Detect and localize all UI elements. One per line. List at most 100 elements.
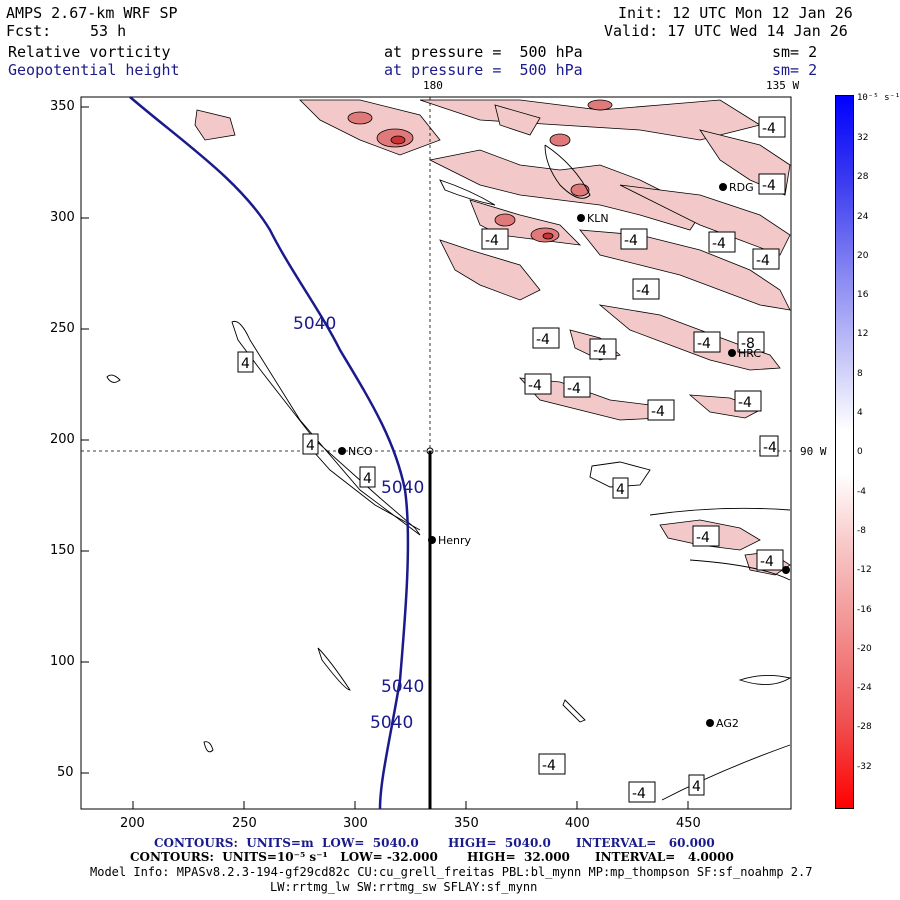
vorticity-labels: 4 4 4 4 4 -4 -4 -4 -4 -4 -4 -4 -4 -4 -4 … [237, 116, 786, 803]
svg-text:-4: -4 [528, 378, 542, 394]
vorticity-label: -4 [538, 753, 566, 775]
model-title: AMPS 2.67-km WRF SP [6, 4, 178, 22]
y-tick: 250 [50, 321, 75, 336]
svg-text:-4: -4 [762, 121, 776, 137]
colorbar-tick: 16 [857, 290, 869, 301]
field1-name: Relative vorticity [8, 43, 171, 61]
colorbar-tick: -16 [857, 604, 872, 615]
vorticity-label: -4 [758, 116, 786, 138]
vorticity-label: -4 [481, 228, 509, 250]
init-time: Init: 12 UTC Mon 12 Jan 26 [618, 4, 853, 22]
top-lon-label: 135 W [766, 79, 800, 92]
svg-text:-4: -4 [567, 381, 581, 397]
stations: NCO Henry KLN RDG HRC AG2 [338, 181, 790, 730]
colorbar-tick: -32 [857, 761, 872, 772]
colorbar-tick: -28 [857, 722, 872, 733]
vorticity-label: -4 [759, 435, 779, 457]
field2-smoothing: sm= 2 [772, 61, 818, 79]
forecast-hour: 53 h [90, 22, 127, 40]
svg-text:KLN: KLN [587, 212, 609, 225]
svg-text:4: 4 [363, 471, 372, 487]
vorticity-label: 4 [359, 466, 376, 488]
colorbar-tick: 20 [857, 250, 869, 261]
svg-text:-4: -4 [696, 530, 710, 546]
top-lon-label: 180 [423, 79, 443, 92]
station-rdg: RDG [719, 181, 754, 194]
colorbar-ticks: 32 28 24 20 16 12 8 4 0 -4 -8 -12 -16 -2… [857, 133, 897, 801]
x-tick: 300 [343, 816, 368, 831]
axis-ticks [81, 106, 689, 809]
vorticity-label: -8 [737, 331, 765, 353]
vorticity-label: -4 [756, 549, 784, 571]
plot-frame [80, 96, 792, 810]
vorticity-label: -4 [589, 338, 617, 360]
colorbar-unit: 10⁻⁵ s⁻¹ [857, 93, 900, 103]
station-nco: NCO [338, 445, 373, 458]
vorticity-label: -4 [620, 228, 648, 250]
vorticity-label: -4 [758, 173, 786, 195]
colorbar-tick: -12 [857, 565, 872, 576]
vorticity-label: -4 [632, 278, 660, 300]
colorbar-tick: -24 [857, 683, 872, 694]
vorticity-label: -4 [628, 781, 656, 803]
y-tick: 300 [50, 210, 75, 225]
svg-text:-4: -4 [760, 554, 774, 570]
field2-name: Geopotential height [8, 61, 180, 79]
svg-text:-8: -8 [741, 336, 755, 352]
colorbar-tick: -4 [857, 486, 866, 497]
x-tick: 450 [676, 816, 701, 831]
station-ag2: AG2 [706, 717, 739, 730]
height-labels: 5040 5040 5040 5040 [293, 314, 424, 733]
colorbar-tick: 8 [857, 368, 863, 379]
vorticity-label: -4 [708, 231, 736, 253]
x-tick: 250 [232, 816, 257, 831]
colorbar-tick: 12 [857, 329, 869, 340]
model-info: Model Info: MPASv8.2.3-194-gf29cd82c CU:… [90, 865, 813, 879]
svg-text:-4: -4 [485, 233, 499, 249]
svg-text:4: 4 [241, 356, 250, 372]
svg-text:RDG: RDG [729, 181, 754, 194]
colorbar-tick: 28 [857, 172, 869, 183]
svg-text:AG2: AG2 [716, 717, 739, 730]
right-lat-label: 90 W [800, 445, 827, 458]
svg-text:-4: -4 [756, 253, 770, 269]
colorbar-tick: 24 [857, 211, 869, 222]
colorbar [835, 95, 854, 809]
vorticity-label: -4 [692, 525, 720, 547]
svg-text:-4: -4 [712, 236, 726, 252]
svg-text:-4: -4 [632, 786, 646, 802]
height-label: 5040 [370, 713, 413, 733]
colorbar-tick: -8 [857, 525, 866, 536]
field1-smoothing: sm= 2 [772, 43, 818, 61]
svg-text:-4: -4 [542, 758, 556, 774]
vorticity-label: -4 [647, 399, 675, 421]
field1-level: at pressure = 500 hPa [384, 43, 583, 61]
svg-text:Henry: Henry [438, 534, 472, 547]
svg-text:-4: -4 [763, 440, 777, 456]
edge-station-marker [782, 566, 790, 574]
y-tick: 200 [50, 432, 75, 447]
svg-text:-4: -4 [762, 178, 776, 194]
y-tick: 150 [50, 543, 75, 558]
station-henry: Henry [428, 534, 472, 547]
vorticity-label: 4 [302, 433, 319, 455]
positive-vorticity-contours [106, 144, 792, 801]
svg-text:-4: -4 [536, 332, 550, 348]
colorbar-tick: 0 [857, 447, 863, 458]
height-label: 5040 [293, 314, 336, 334]
colorbar-tick: 4 [857, 408, 863, 419]
colorbar-tick: -20 [857, 643, 872, 654]
height-label: 5040 [381, 478, 424, 498]
x-tick: 350 [454, 816, 479, 831]
station-kln: KLN [577, 212, 609, 225]
svg-text:-4: -4 [738, 395, 752, 411]
svg-text:-4: -4 [636, 283, 650, 299]
geopotential-height-contour [129, 96, 410, 810]
vorticity-label: 4 [237, 351, 254, 373]
x-tick: 200 [120, 816, 145, 831]
vorticity-label: -4 [532, 327, 560, 349]
valid-time: Valid: 17 UTC Wed 14 Jan 26 [604, 22, 848, 40]
height-label: 5040 [381, 677, 424, 697]
vorticity-label: -4 [734, 390, 762, 412]
